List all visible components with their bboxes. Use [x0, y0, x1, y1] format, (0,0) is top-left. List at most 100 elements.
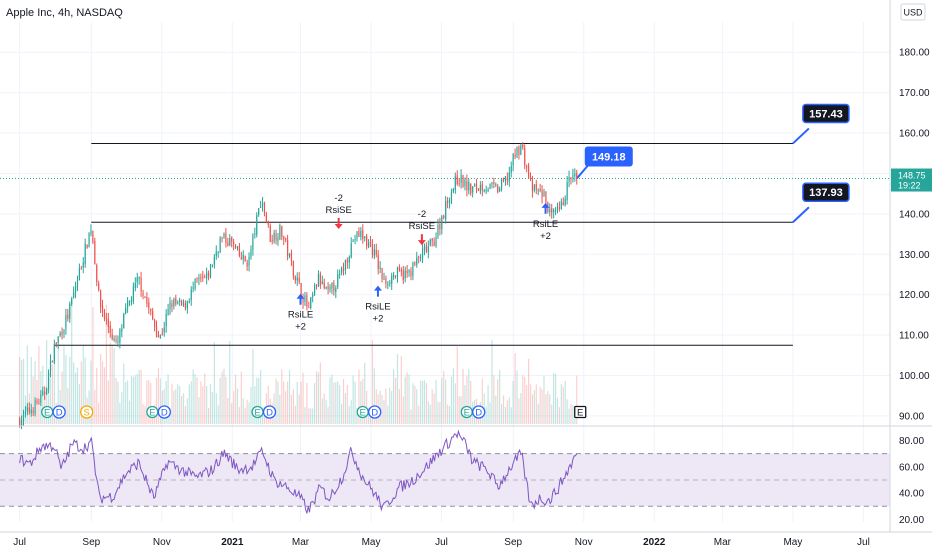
volume-bar — [466, 375, 468, 424]
volume-bar — [394, 377, 397, 424]
level-label-box — [802, 103, 850, 124]
price-tick-label: 90.00 — [899, 411, 924, 422]
volume-bar — [454, 383, 456, 424]
candle-body — [204, 277, 206, 279]
volume-bar — [290, 394, 293, 424]
volume-bar — [165, 380, 167, 424]
buy-signal-label: RsiLE — [365, 302, 390, 313]
candle-body — [294, 276, 296, 281]
volume-bar — [340, 404, 343, 424]
buy-signal-label: RsiLE — [288, 310, 313, 321]
earnings-badge-label: E — [360, 408, 366, 419]
chart-title: Apple Inc, 4h, NASDAQ — [6, 7, 123, 19]
callout-box — [584, 146, 633, 167]
candle-body — [497, 185, 499, 193]
candle-body — [207, 273, 210, 278]
candle-body — [200, 277, 202, 279]
volume-bar — [157, 368, 160, 424]
candle-body — [493, 182, 495, 185]
candle-body — [321, 281, 323, 285]
dividend-badge-label: D — [475, 408, 482, 419]
currency-button[interactable]: USD — [900, 3, 926, 21]
candle-body — [157, 335, 160, 338]
volume-bar — [339, 385, 341, 424]
candle-body — [161, 333, 163, 335]
volume-bar — [570, 404, 572, 424]
candle-body — [32, 410, 34, 413]
volume-bar — [128, 400, 131, 424]
volume-bar — [173, 390, 175, 424]
volume-bar — [566, 399, 568, 424]
volume-bar — [281, 369, 283, 424]
candle-body — [539, 188, 541, 191]
candle-body — [400, 269, 402, 272]
volume-bar — [150, 382, 152, 424]
candle-body — [127, 300, 129, 308]
candle-body — [406, 270, 408, 274]
candle-body — [551, 207, 553, 213]
volume-bar — [146, 380, 148, 424]
candle-body — [489, 183, 491, 189]
candle-body — [502, 178, 505, 181]
candle-body — [483, 190, 485, 192]
candle-body — [396, 268, 399, 277]
volume-bar — [61, 371, 63, 424]
volume-bar — [285, 391, 287, 424]
volume-bar — [138, 369, 140, 424]
volume-bar — [371, 340, 374, 424]
last-price-badge — [891, 168, 932, 192]
volume-bar — [558, 407, 561, 424]
time-tick-label: Jul — [13, 537, 26, 548]
candle-body — [499, 187, 501, 192]
candle-body — [173, 298, 175, 306]
volume-bar — [545, 394, 547, 424]
candle-body — [516, 146, 518, 157]
volume-bar — [217, 405, 219, 424]
volume-bar — [103, 367, 106, 424]
buy-signal-label: +2 — [295, 322, 306, 333]
candle-body — [288, 253, 291, 257]
candle-body — [285, 238, 287, 240]
volume-bar — [115, 378, 117, 424]
candle-body — [215, 251, 217, 256]
candle-body — [344, 259, 347, 270]
time-tick-label: Jul — [857, 537, 870, 548]
candle-body — [408, 269, 410, 273]
earnings-badge-label: E — [464, 408, 470, 419]
volume-bar — [148, 380, 150, 424]
candle-body — [148, 302, 150, 308]
volume-bar — [277, 381, 279, 424]
candle-body — [369, 241, 372, 246]
volume-bar — [298, 394, 300, 424]
volume-bar — [312, 408, 314, 424]
volume-bar — [288, 369, 291, 424]
volume-bar — [233, 391, 235, 424]
candle-body — [206, 272, 208, 279]
candle-body — [526, 166, 528, 168]
candle-body — [479, 185, 481, 192]
candle-body — [335, 288, 337, 293]
volume-bar — [209, 384, 212, 424]
candle-body — [69, 303, 71, 319]
candle-body — [63, 329, 65, 334]
volume-bar — [73, 362, 75, 424]
candle-body — [258, 208, 260, 215]
candle-body — [325, 287, 327, 289]
candle-body — [231, 237, 233, 242]
candle-body — [441, 216, 443, 230]
level-label-pointer — [792, 127, 810, 145]
candle-body — [38, 402, 40, 404]
volume-bar — [90, 360, 92, 424]
time-tick-label: Jul — [435, 537, 448, 548]
candle-body — [134, 283, 136, 289]
candle-body — [470, 183, 472, 194]
volume-bar — [167, 374, 169, 424]
volume-bar — [350, 400, 352, 424]
volume-bar — [529, 384, 532, 424]
candle-body — [186, 301, 188, 309]
candle-body — [182, 301, 185, 305]
volume-bar — [227, 397, 229, 424]
candle-body — [427, 246, 429, 253]
buy-arrow-head — [541, 202, 550, 208]
candle-body — [36, 400, 38, 403]
